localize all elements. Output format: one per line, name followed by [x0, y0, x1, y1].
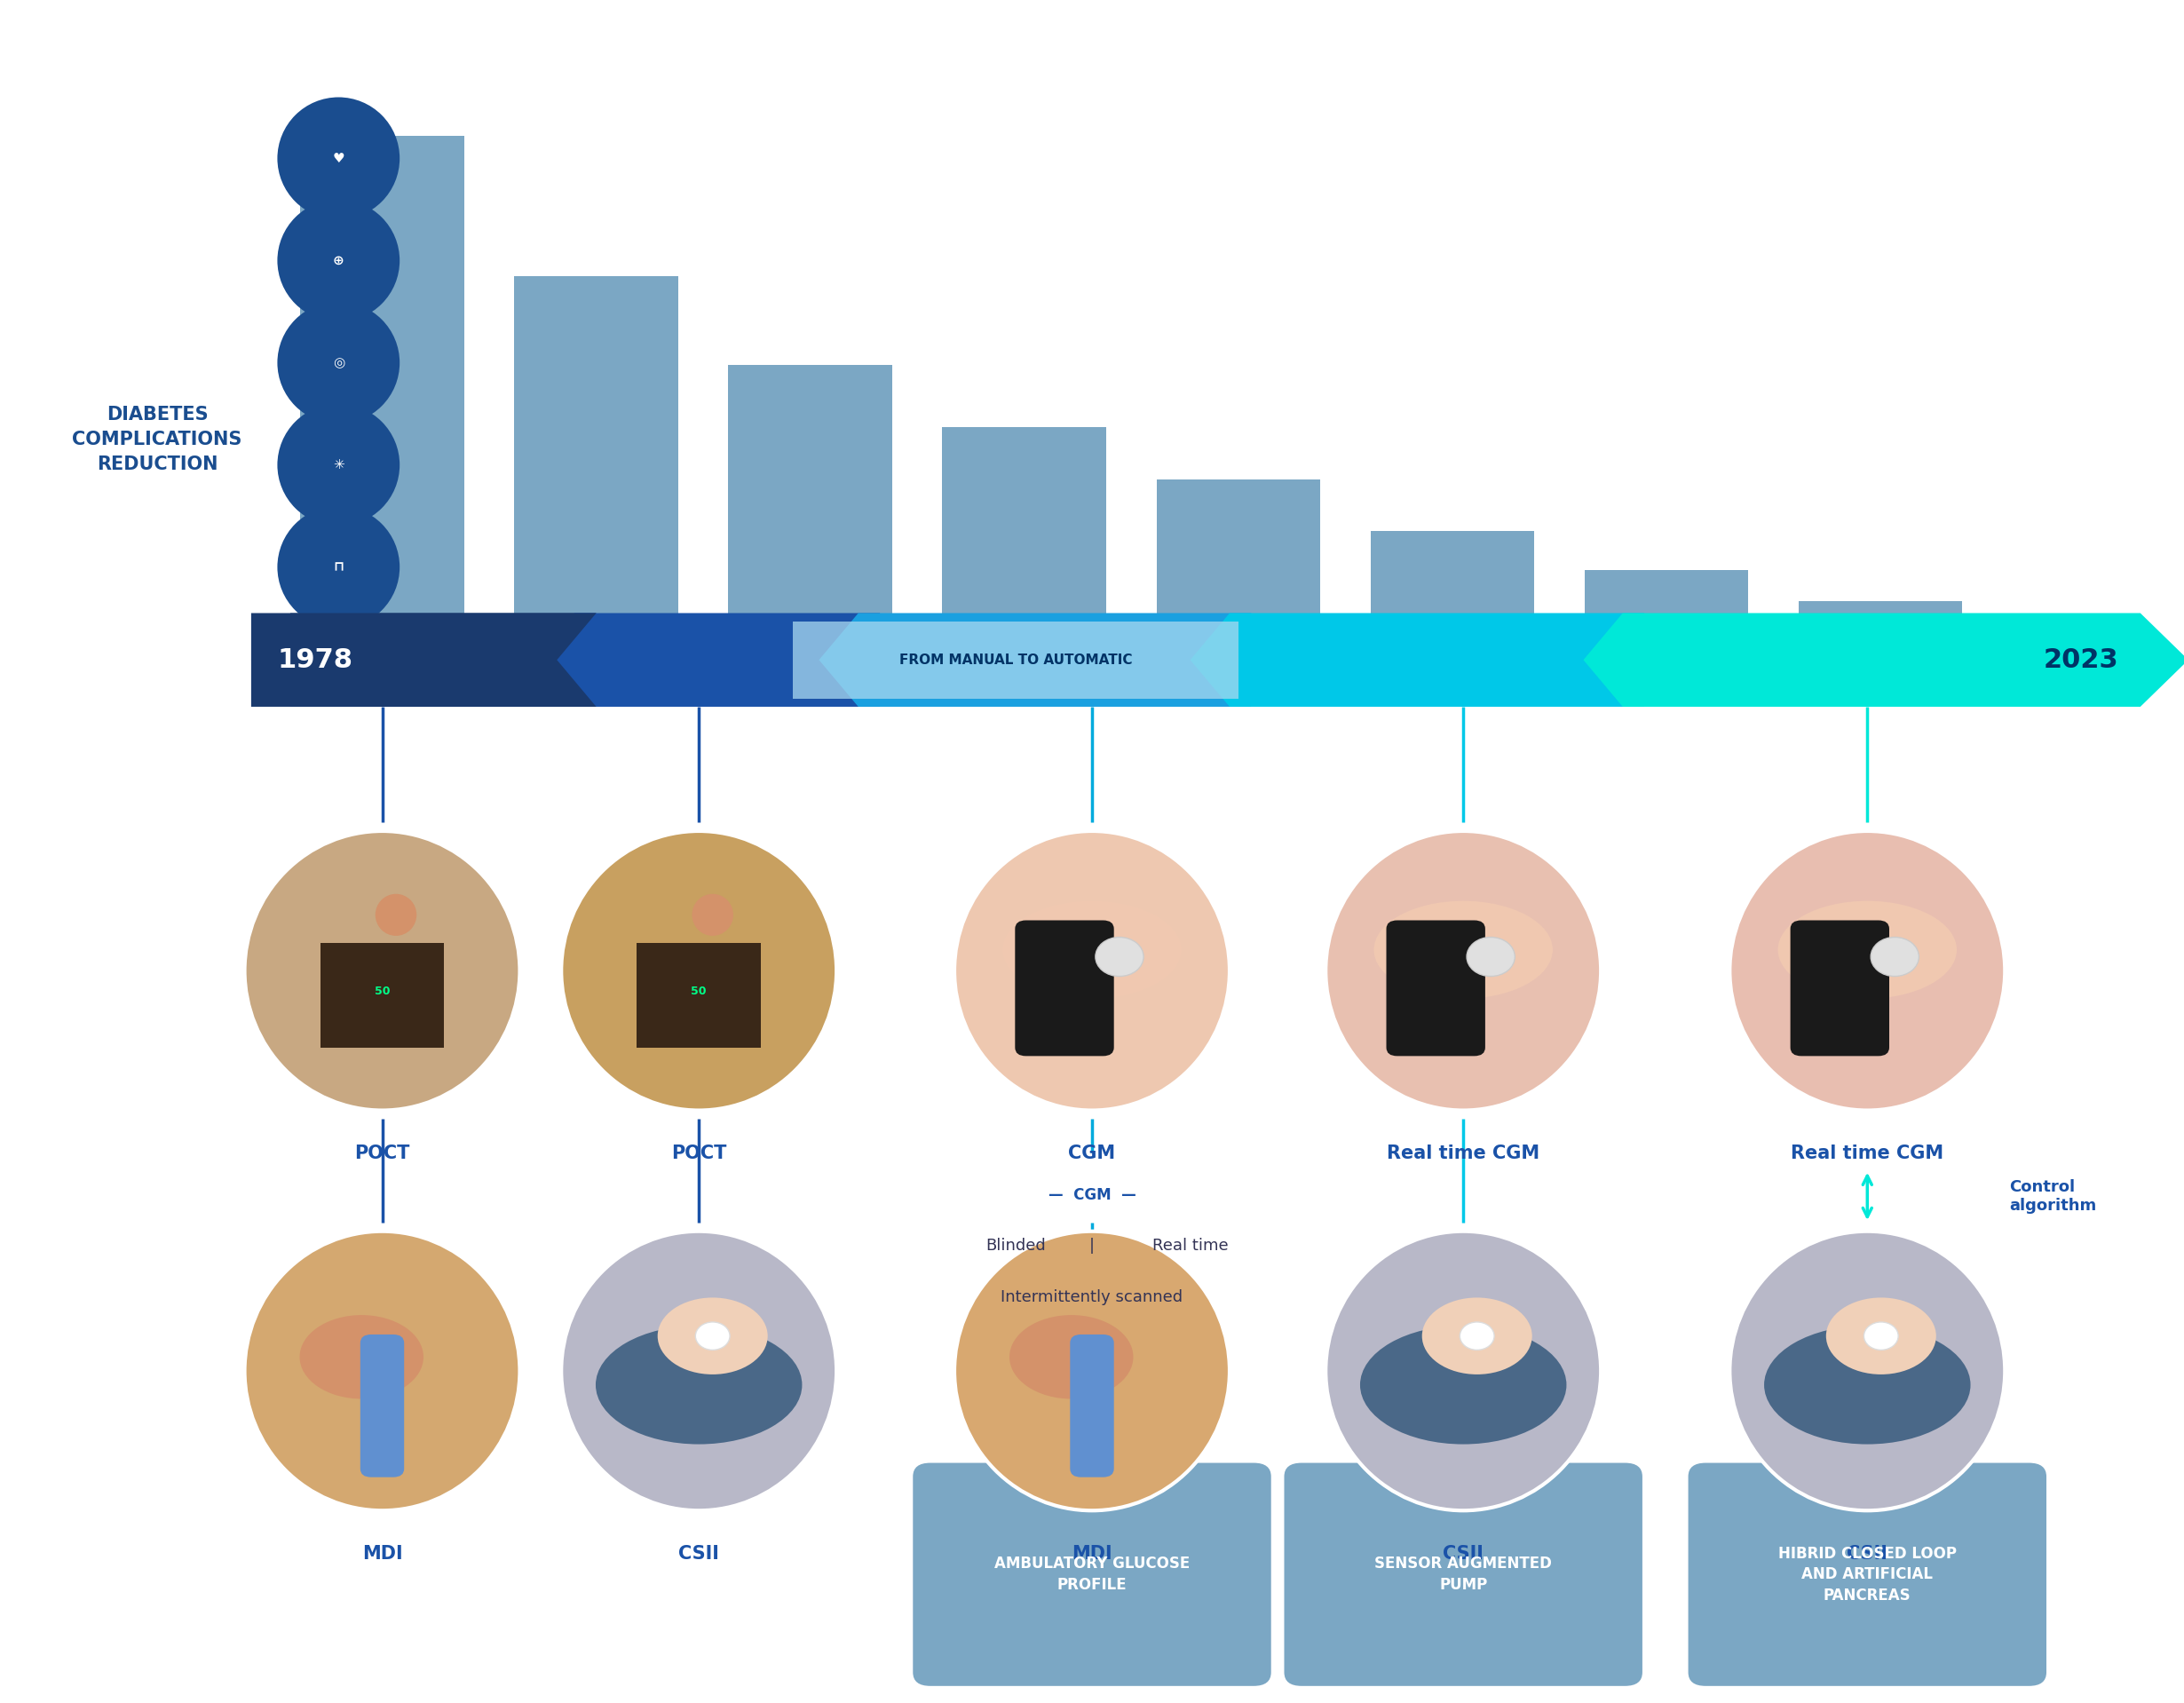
- Ellipse shape: [692, 894, 734, 937]
- Bar: [729, 364, 893, 656]
- Ellipse shape: [1872, 937, 1920, 976]
- Ellipse shape: [1009, 1315, 1133, 1398]
- Bar: [299, 136, 463, 656]
- Text: CSII: CSII: [679, 1545, 719, 1562]
- FancyBboxPatch shape: [1284, 1463, 1642, 1686]
- Text: POCT: POCT: [670, 1144, 727, 1161]
- Text: 1978: 1978: [277, 647, 354, 673]
- Text: ♥: ♥: [332, 152, 345, 165]
- Text: Real time: Real time: [1153, 1238, 1227, 1253]
- Text: 50: 50: [373, 986, 391, 998]
- FancyBboxPatch shape: [1688, 1463, 2046, 1686]
- Text: Real time CGM: Real time CGM: [1387, 1144, 1540, 1161]
- Text: AMBULATORY GLUCOSE
PROFILE: AMBULATORY GLUCOSE PROFILE: [994, 1557, 1190, 1592]
- Polygon shape: [1583, 613, 2184, 707]
- Text: ⊕: ⊕: [332, 254, 345, 267]
- Ellipse shape: [1422, 1298, 1533, 1374]
- Text: MDI: MDI: [1072, 1545, 1112, 1562]
- Ellipse shape: [1765, 1325, 1970, 1444]
- Text: —  CGM  —: — CGM —: [1048, 1187, 1136, 1202]
- Ellipse shape: [299, 1315, 424, 1398]
- Text: CGM: CGM: [1068, 1144, 1116, 1161]
- Ellipse shape: [1326, 831, 1601, 1110]
- Polygon shape: [819, 613, 1251, 707]
- Bar: [1158, 479, 1319, 656]
- Text: MDI: MDI: [363, 1545, 402, 1562]
- Ellipse shape: [1374, 901, 1553, 998]
- Ellipse shape: [1468, 937, 1516, 976]
- Ellipse shape: [561, 831, 836, 1110]
- Ellipse shape: [1002, 901, 1182, 998]
- Ellipse shape: [1361, 1325, 1566, 1444]
- Text: CSII: CSII: [1444, 1545, 1483, 1562]
- Text: POCT: POCT: [354, 1144, 411, 1161]
- Ellipse shape: [1096, 937, 1144, 976]
- Text: CSII: CSII: [1848, 1545, 1887, 1562]
- Text: Intermittently scanned: Intermittently scanned: [1000, 1289, 1184, 1304]
- Bar: [943, 427, 1107, 656]
- Ellipse shape: [596, 1325, 802, 1444]
- FancyBboxPatch shape: [793, 622, 1238, 698]
- Ellipse shape: [1863, 1322, 1898, 1350]
- Text: 2023: 2023: [2044, 647, 2118, 673]
- Text: Blinded: Blinded: [985, 1238, 1046, 1253]
- Text: ⊓: ⊓: [334, 560, 343, 574]
- Polygon shape: [251, 613, 596, 707]
- Ellipse shape: [245, 831, 520, 1110]
- Ellipse shape: [277, 199, 400, 322]
- FancyBboxPatch shape: [1070, 1335, 1114, 1477]
- Ellipse shape: [376, 894, 417, 937]
- Ellipse shape: [1826, 1298, 1935, 1374]
- Polygon shape: [1190, 613, 1645, 707]
- Bar: [1800, 601, 1961, 656]
- Ellipse shape: [277, 506, 400, 628]
- Text: ◎: ◎: [332, 356, 345, 370]
- Text: FROM MANUAL TO AUTOMATIC: FROM MANUAL TO AUTOMATIC: [900, 654, 1131, 666]
- Bar: [515, 276, 677, 656]
- Ellipse shape: [954, 831, 1230, 1110]
- FancyBboxPatch shape: [360, 1335, 404, 1477]
- Text: 50: 50: [690, 986, 708, 998]
- Ellipse shape: [954, 1231, 1230, 1511]
- Ellipse shape: [277, 301, 400, 424]
- Ellipse shape: [1459, 1322, 1494, 1350]
- Bar: [1372, 531, 1533, 656]
- Text: Real time CGM: Real time CGM: [1791, 1144, 1944, 1161]
- FancyBboxPatch shape: [1791, 920, 1889, 1056]
- FancyBboxPatch shape: [1387, 920, 1485, 1056]
- Text: ✳: ✳: [332, 458, 345, 472]
- Text: SENSOR AUGMENTED
PUMP: SENSOR AUGMENTED PUMP: [1374, 1557, 1553, 1592]
- FancyBboxPatch shape: [913, 1463, 1271, 1686]
- Text: HIBRID CLOSED LOOP
AND ARTIFICIAL
PANCREAS: HIBRID CLOSED LOOP AND ARTIFICIAL PANCRE…: [1778, 1546, 1957, 1603]
- Bar: [1586, 571, 1747, 656]
- FancyBboxPatch shape: [1016, 920, 1114, 1056]
- Text: DIABETES
COMPLICATIONS
REDUCTION: DIABETES COMPLICATIONS REDUCTION: [72, 405, 242, 473]
- Ellipse shape: [1730, 831, 2005, 1110]
- Ellipse shape: [277, 97, 400, 220]
- Ellipse shape: [657, 1298, 769, 1374]
- Ellipse shape: [695, 1322, 729, 1350]
- Ellipse shape: [1730, 1231, 2005, 1511]
- Bar: [638, 943, 760, 1047]
- Polygon shape: [535, 613, 880, 707]
- Ellipse shape: [245, 1231, 520, 1511]
- Text: Control
algorithm: Control algorithm: [2009, 1178, 2097, 1214]
- Ellipse shape: [1778, 901, 1957, 998]
- Ellipse shape: [277, 404, 400, 526]
- Polygon shape: [251, 613, 596, 707]
- Ellipse shape: [561, 1231, 836, 1511]
- Bar: [321, 943, 443, 1047]
- Text: |: |: [1090, 1238, 1094, 1253]
- Ellipse shape: [1326, 1231, 1601, 1511]
